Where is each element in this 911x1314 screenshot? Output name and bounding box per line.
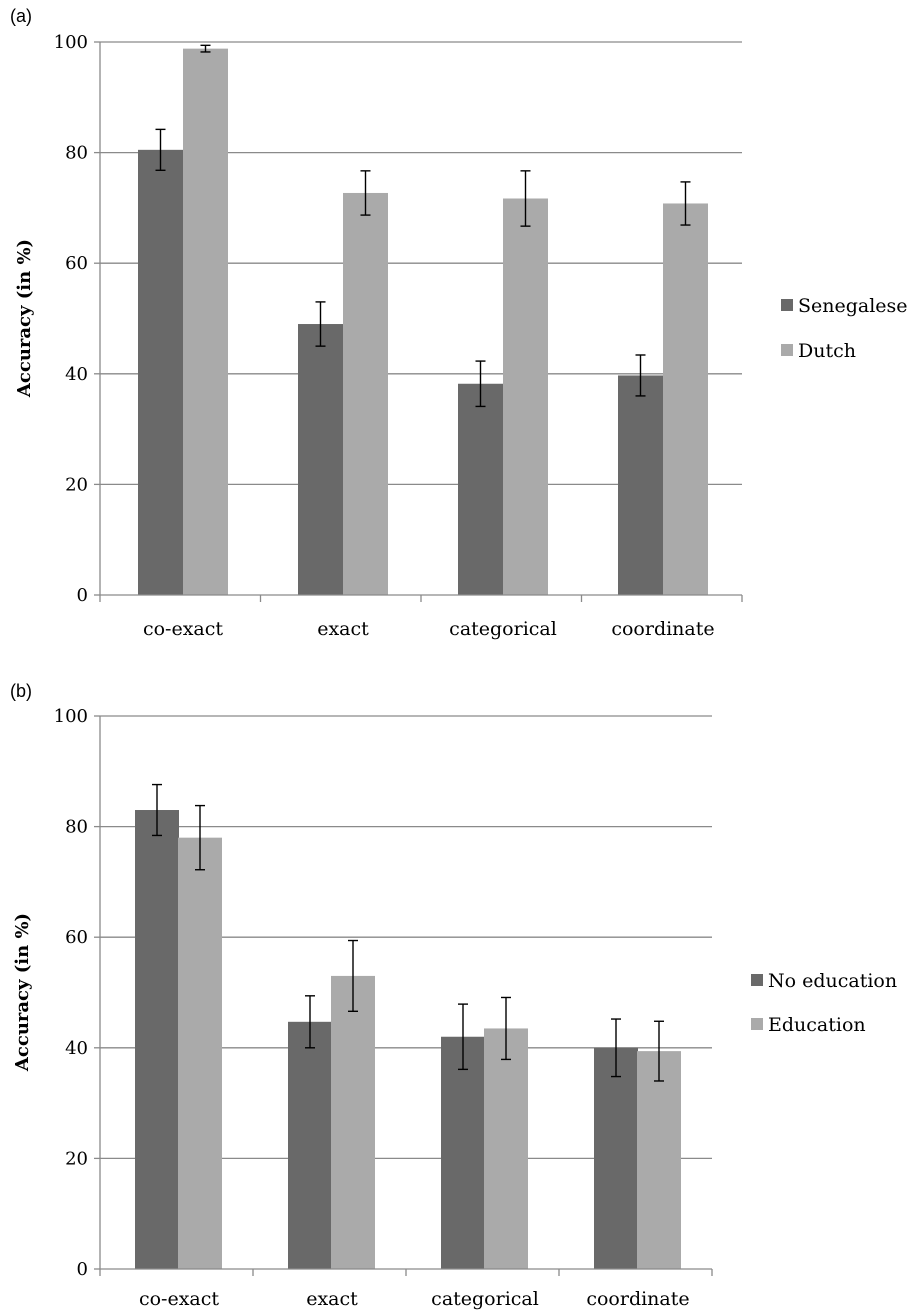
y-tick-label: 0 <box>77 585 88 606</box>
legend-label: No education <box>768 970 897 992</box>
x-tick-label: exact <box>306 1288 358 1310</box>
x-tick-label: coordinate <box>611 618 714 640</box>
bar-no-education <box>441 1036 485 1269</box>
bar-senegalese <box>458 383 503 595</box>
bar-senegalese <box>298 324 343 595</box>
y-tick-label: 60 <box>65 253 88 274</box>
legend-label: Dutch <box>798 340 856 362</box>
y-tick-label: 80 <box>65 817 88 838</box>
legend-label: Education <box>768 1014 866 1036</box>
bar-no-education <box>594 1047 638 1269</box>
bar-no-education <box>135 810 179 1269</box>
x-tick-label: categorical <box>431 1288 539 1310</box>
bar-education <box>484 1028 528 1269</box>
y-tick-label: 0 <box>77 1259 88 1280</box>
x-tick-label: co-exact <box>139 1288 219 1310</box>
panel-label: (b) <box>10 681 32 701</box>
bar-dutch <box>183 48 228 596</box>
legend-swatch <box>781 299 793 311</box>
y-axis-label: Accuracy (in %) <box>12 913 33 1072</box>
x-tick-label: exact <box>317 618 369 640</box>
legend-swatch <box>781 344 793 356</box>
x-tick-label: coordinate <box>586 1288 689 1310</box>
panel-label: (a) <box>10 6 32 26</box>
y-tick-label: 20 <box>65 474 88 495</box>
bar-education <box>637 1051 681 1269</box>
bar-no-education <box>288 1021 332 1269</box>
y-tick-label: 40 <box>65 1038 88 1059</box>
legend-swatch <box>751 1018 763 1030</box>
x-tick-label: co-exact <box>143 618 223 640</box>
y-tick-label: 60 <box>65 927 88 948</box>
y-tick-label: 20 <box>65 1148 88 1169</box>
bar-education <box>331 975 375 1269</box>
y-tick-label: 80 <box>65 143 88 164</box>
bar-dutch <box>343 192 388 595</box>
chart-panel-a: (a) 0 20 40 60 80 100 Accuracy (in %) co-exact ex… <box>10 6 908 640</box>
bar-dutch <box>663 203 708 595</box>
y-tick-label: 100 <box>54 706 88 727</box>
bar-senegalese <box>618 375 663 595</box>
bar-senegalese <box>138 149 183 595</box>
bar-dutch <box>503 198 548 595</box>
x-tick-label: categorical <box>449 618 557 640</box>
bar-education <box>178 837 222 1269</box>
chart-panel-b: (b) 0 20 40 60 80 100 Accuracy (in %) co-exact ex… <box>10 681 897 1310</box>
y-tick-label: 100 <box>54 32 88 53</box>
legend-swatch <box>751 974 763 986</box>
y-tick-label: 40 <box>65 364 88 385</box>
y-axis-label: Accuracy (in %) <box>14 239 35 398</box>
legend-label: Senegalese <box>798 295 908 317</box>
